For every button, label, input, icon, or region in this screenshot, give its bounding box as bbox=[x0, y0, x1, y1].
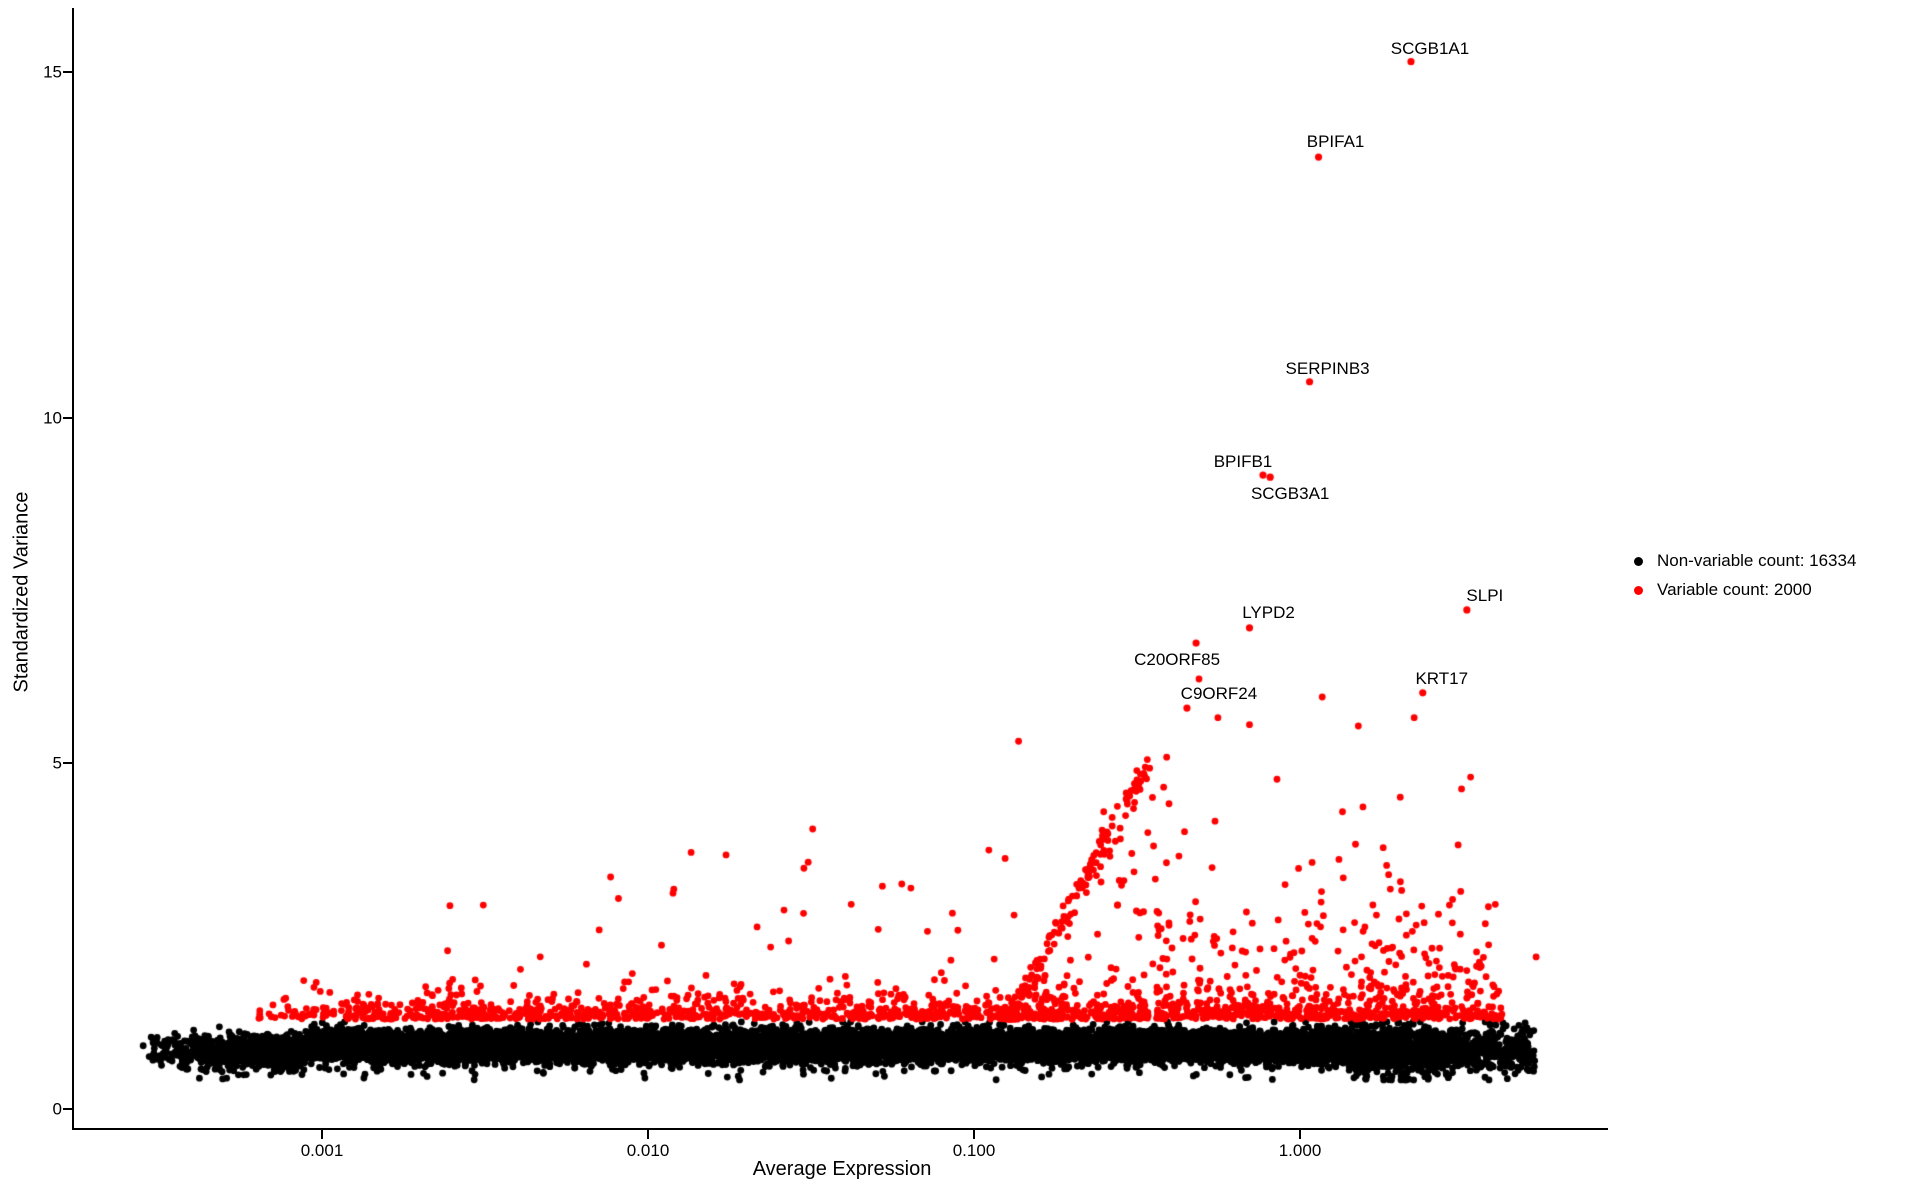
x-tick-label: 0.010 bbox=[626, 1141, 670, 1160]
gene-label-scgb3a1: SCGB3A1 bbox=[1250, 484, 1330, 504]
gene-label-krt17: KRT17 bbox=[1415, 668, 1469, 688]
x-tick-mark bbox=[973, 1130, 975, 1139]
x-tick-label: 0.001 bbox=[300, 1141, 344, 1160]
y-tick-mark bbox=[63, 762, 72, 765]
x-axis-line bbox=[72, 1128, 1608, 1130]
gene-label-bpifa1: BPIFA1 bbox=[1306, 132, 1365, 152]
x-axis-title: Average Expression bbox=[752, 1158, 932, 1180]
gene-label-lypd2: LYPD2 bbox=[1242, 602, 1295, 622]
variable-legend-dot-icon bbox=[1634, 585, 1643, 595]
x-tick-label: 1.000 bbox=[1278, 1141, 1322, 1160]
gene-label-slpi: SLPI bbox=[1466, 585, 1504, 605]
gene-label-serpinb3: SERPINB3 bbox=[1285, 358, 1370, 378]
y-axis-title: Standardized Variance bbox=[10, 491, 33, 693]
legend-item-variable: Variable count: 2000 bbox=[1634, 579, 1856, 600]
x-tick-label: 0.100 bbox=[952, 1141, 996, 1160]
gene-label-c20orf85: C20ORF85 bbox=[1134, 650, 1221, 670]
y-tick-label: 5 bbox=[52, 753, 62, 773]
y-tick-label: 15 bbox=[43, 62, 62, 82]
y-axis-line bbox=[72, 8, 74, 1130]
nonvariable-legend-label: Non-variable count: 16334 bbox=[1657, 551, 1857, 570]
gene-label-bpifb1: BPIFB1 bbox=[1213, 452, 1273, 472]
y-tick-label: 10 bbox=[43, 408, 62, 428]
x-tick-mark bbox=[321, 1130, 323, 1139]
x-tick-mark bbox=[1299, 1130, 1301, 1139]
y-tick-mark bbox=[63, 416, 72, 419]
variable-legend-label: Variable count: 2000 bbox=[1657, 579, 1812, 599]
x-tick-mark bbox=[647, 1130, 649, 1139]
y-tick-mark bbox=[63, 71, 72, 74]
y-tick-mark bbox=[63, 1108, 72, 1110]
y-tick-label: 0 bbox=[52, 1099, 62, 1119]
gene-label-c9orf24: C9ORF24 bbox=[1180, 684, 1258, 704]
nonvariable-legend-dot-icon bbox=[1634, 556, 1643, 566]
legend: Non-variable count: 16334 Variable count… bbox=[1634, 551, 1857, 600]
legend-item-nonvariable: Non-variable count: 16334 bbox=[1634, 551, 1857, 571]
gene-label-scgb1a1: SCGB1A1 bbox=[1390, 38, 1470, 58]
